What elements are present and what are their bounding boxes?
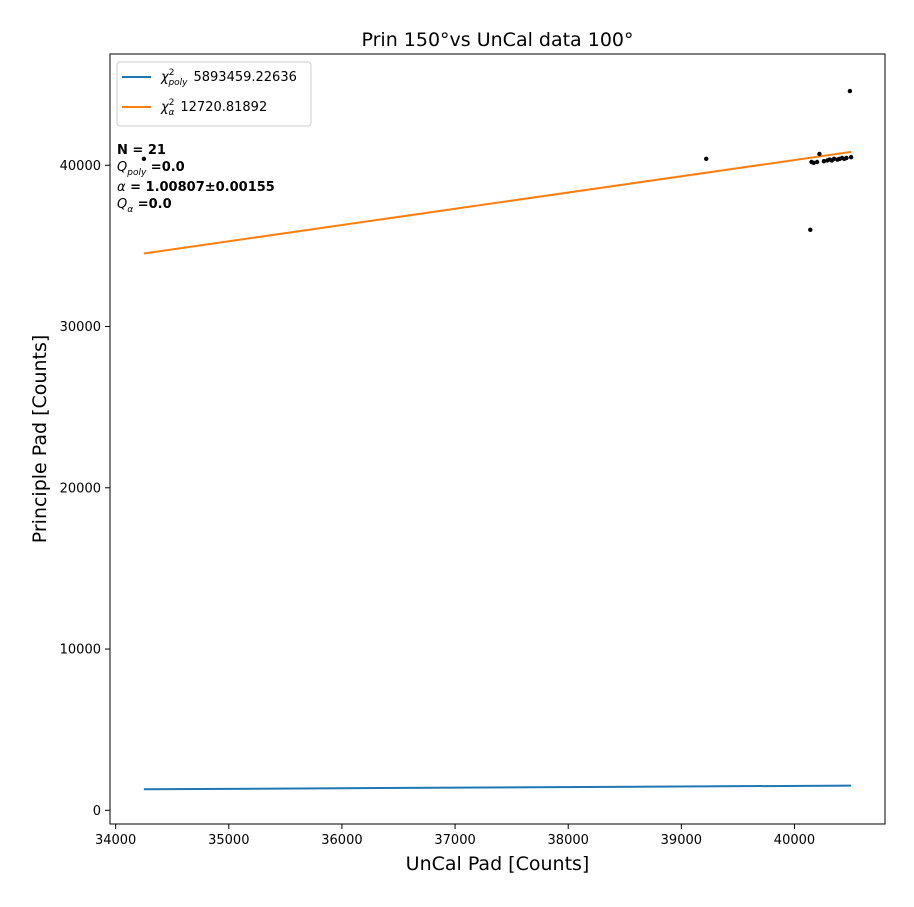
- stat-q-alpha-value: =0.0: [133, 197, 171, 212]
- y-tick-label: 0: [93, 804, 101, 819]
- x-tick-label: 37000: [434, 833, 475, 848]
- stat-q-alpha: Qα =0.0: [117, 197, 172, 215]
- stat-q-poly-value: =0.0: [146, 160, 184, 175]
- x-tick-label: 40000: [774, 833, 815, 848]
- y-axis-label: Principle Pad [Counts]: [29, 335, 51, 544]
- y-tick-label: 40000: [60, 159, 101, 174]
- y-axis: 0 10000 20000 30000 40000: [60, 159, 110, 819]
- x-tick-label: 36000: [321, 833, 362, 848]
- legend-box: [116, 61, 312, 127]
- stat-alpha-value: = 1.00807±0.00155: [126, 180, 275, 195]
- x-tick-label: 39000: [661, 833, 702, 848]
- series-line-poly: [143, 784, 852, 791]
- x-tick-label: 38000: [548, 833, 589, 848]
- stat-q-poly: Qpoly =0.0: [117, 160, 185, 178]
- data-point: [847, 88, 853, 94]
- x-axis: 34000 35000 36000 37000 38000 39000 40000: [95, 824, 815, 848]
- x-tick-label: 34000: [95, 833, 136, 848]
- data-point: [821, 159, 827, 164]
- stat-n: N = 21: [117, 143, 166, 158]
- y-tick-label: 30000: [60, 320, 101, 335]
- data-point: [831, 156, 837, 161]
- chart-title: Prin 150°vs UnCal data 100°: [361, 29, 633, 51]
- plot-area: [141, 88, 854, 791]
- y-tick-label: 10000: [60, 643, 101, 658]
- y-tick-label: 20000: [60, 481, 101, 496]
- legend-label-alpha: χ2 α 12720.81892: [160, 98, 267, 118]
- stats-annotation: N = 21 Qpoly =0.0 α = 1.00807±0.00155 Qα…: [117, 143, 275, 215]
- data-point: [141, 156, 147, 161]
- stat-alpha: α = 1.00807±0.00155: [117, 180, 275, 195]
- data-point: [848, 155, 854, 160]
- data-point: [817, 151, 822, 157]
- axes-frame: [109, 53, 886, 825]
- series-line-alpha: [143, 150, 852, 255]
- x-axis-label: UnCal Pad [Counts]: [406, 853, 590, 875]
- legend: χ2 poly 5893459.22636 χ2 α 12720.81892: [116, 61, 312, 127]
- data-point: [844, 155, 849, 161]
- legend-label-poly: χ2 poly 5893459.22636: [160, 68, 297, 88]
- data-point: [704, 156, 709, 161]
- data-point: [811, 160, 816, 165]
- x-tick-label: 35000: [208, 833, 249, 848]
- data-point: [814, 159, 820, 165]
- legend-value-poly: 5893459.22636: [193, 70, 296, 85]
- data-point: [808, 227, 813, 232]
- legend-value-alpha: 12720.81892: [180, 100, 267, 115]
